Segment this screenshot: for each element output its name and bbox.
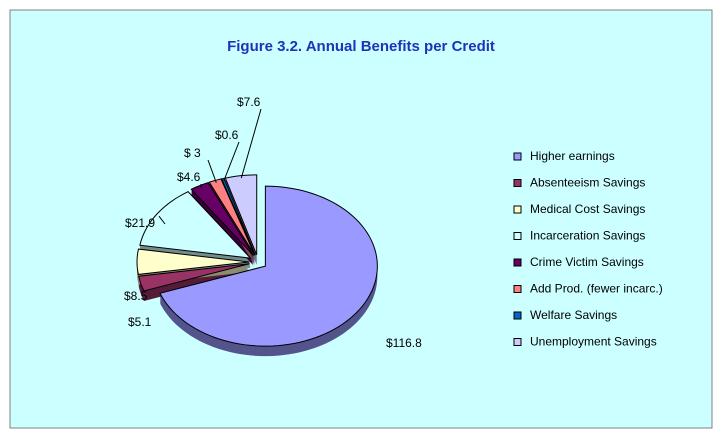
data-label: $116.8: [386, 336, 422, 350]
legend-swatch: [513, 258, 522, 267]
data-label: $5.1: [128, 315, 152, 329]
legend-label: Add Prod. (fewer incarc.): [530, 282, 663, 296]
legend-label: Welfare Savings: [530, 308, 617, 322]
data-label: $21.9: [125, 216, 155, 230]
slice: [138, 263, 250, 292]
data-label: $8.5: [124, 289, 148, 303]
data-label: $0.6: [215, 128, 239, 142]
leader-line: [240, 108, 262, 179]
slice: [190, 182, 255, 257]
legend-swatch: [513, 205, 522, 214]
legend-label: Higher earnings: [530, 149, 615, 163]
leader-line: [223, 141, 240, 182]
legend-swatch: [513, 232, 522, 240]
data-label: $7.6: [237, 95, 261, 109]
legend-label: Medical Cost Savings: [530, 202, 645, 216]
slice: [139, 191, 252, 259]
data-label: $ 3: [184, 146, 201, 160]
legend-label: Unemployment Savings: [530, 335, 657, 349]
chart-title: Figure 3.2. Annual Benefits per Credit: [227, 38, 495, 55]
legend-swatch: [513, 285, 522, 293]
legend: Higher earnings Absenteeism Savings Medica…: [513, 149, 663, 349]
slice: [220, 177, 256, 256]
legend-swatch: [513, 179, 522, 187]
legend-swatch: [513, 152, 522, 161]
legend-swatch: [513, 311, 522, 320]
legend-label: Crime Victim Savings: [530, 255, 644, 269]
data-label: $4.6: [177, 170, 201, 184]
legend-label: Absenteeism Savings: [530, 176, 645, 190]
legend-swatch: [513, 338, 522, 346]
legend-label: Incarceration Savings: [530, 229, 645, 243]
leader-line: [207, 159, 217, 183]
pie: $116.8 $5.1 $8.5 $21.9 $4.6 $ 3 $0.6 $7.6: [124, 95, 422, 357]
slice: [159, 185, 378, 347]
slice: [224, 174, 258, 256]
chart-area: [9, 9, 713, 429]
slice: [136, 248, 250, 275]
leader-line: [158, 215, 166, 225]
